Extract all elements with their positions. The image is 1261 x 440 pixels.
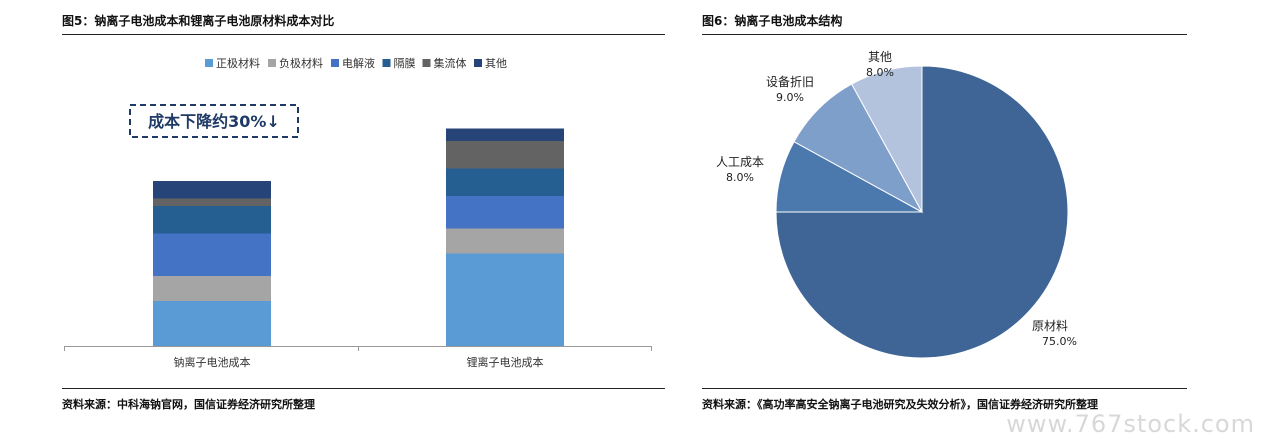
bar-segment-1-3 xyxy=(446,168,564,196)
pie-label-name: 原材料 xyxy=(1032,319,1068,333)
legend-label: 集流体 xyxy=(434,56,467,70)
bar-segment-1-4 xyxy=(446,141,564,169)
pie-label-value: 8.0% xyxy=(866,66,894,79)
figure-5-top-rule xyxy=(62,34,665,35)
legend-swatch xyxy=(331,59,339,67)
x-tick-label-0: 钠离子电池成本 xyxy=(174,355,251,369)
pie-label-0: 原材料 75.0% xyxy=(1032,319,1077,348)
legend-item-4: 集流体 xyxy=(422,56,467,70)
legend-swatch xyxy=(422,59,431,67)
figure-6-bottom-rule xyxy=(702,388,1187,389)
legend-label: 其他 xyxy=(485,57,507,70)
legend-swatch xyxy=(268,59,276,67)
bar-segment-1-0 xyxy=(446,253,564,346)
bar-segment-0-5 xyxy=(153,181,271,199)
bar-segment-0-0 xyxy=(153,301,271,346)
pie-chart: 原材料 75.0% 人工成本 8.0% 设备折旧 9.0% 其他 8.0% xyxy=(716,50,1077,359)
bar-segment-0-3 xyxy=(153,206,271,234)
legend-label: 负极材料 xyxy=(279,56,323,70)
pie-label-value: 75.0% xyxy=(1042,335,1077,348)
legend-item-3: 隔膜 xyxy=(382,57,416,70)
legend-label: 正极材料 xyxy=(216,56,260,70)
legend-item-2: 电解液 xyxy=(331,56,375,70)
pie-label-value: 8.0% xyxy=(726,171,754,184)
bar-segment-0-2 xyxy=(153,233,271,276)
pie-label-value: 9.0% xyxy=(776,91,804,104)
bar-segment-1-2 xyxy=(446,196,564,229)
legend-swatch xyxy=(474,59,482,67)
legend-label: 电解液 xyxy=(342,56,375,70)
annotation-text: 成本下降约30%↓ xyxy=(148,112,280,131)
pie-slice-3 xyxy=(850,65,923,213)
legend-item-1: 负极材料 xyxy=(268,56,323,70)
cost-reduction-annotation: 成本下降约30%↓ xyxy=(129,104,299,138)
pie-label-1: 人工成本 8.0% xyxy=(716,155,764,184)
legend-label: 隔膜 xyxy=(394,57,416,70)
pie-slice-2 xyxy=(793,83,924,214)
pie-label-name: 设备折旧 xyxy=(766,74,814,89)
bar-segment-0-1 xyxy=(153,276,271,301)
legend-swatch xyxy=(382,59,391,67)
x-tick-label-1: 锂离子电池成本 xyxy=(467,355,544,369)
bar-segment-1-1 xyxy=(446,228,564,254)
pie-label-name: 其他 xyxy=(868,50,892,64)
figure-5-source: 资料来源：中科海钠官网，国信证券经济研究所整理 xyxy=(62,398,315,411)
figure-5-bottom-rule xyxy=(62,388,665,389)
figure-6-top-rule xyxy=(702,34,1187,35)
figure-6-title: 图6：钠离子电池成本结构 xyxy=(702,14,843,28)
watermark: www.767stock.com xyxy=(1006,410,1255,438)
pie-label-name: 人工成本 xyxy=(716,155,764,169)
bar-segment-1-5 xyxy=(446,128,564,141)
annotation-box xyxy=(129,104,299,138)
bar-segment-0-4 xyxy=(153,198,271,206)
legend-item-0: 正极材料 xyxy=(205,56,260,70)
pie-label-3: 其他 8.0% xyxy=(866,50,894,79)
pie-label-2: 设备折旧 9.0% xyxy=(766,74,814,104)
legend-swatch xyxy=(205,59,213,67)
figure-5-title: 图5：钠离子电池成本和锂离子电池原材料成本对比 xyxy=(62,14,335,28)
legend-item-5: 其他 xyxy=(474,57,507,70)
figure-6-source: 资料来源：《高功率高安全钠离子电池研究及失效分析》，国信证券经济研究所整理 xyxy=(702,398,1098,411)
